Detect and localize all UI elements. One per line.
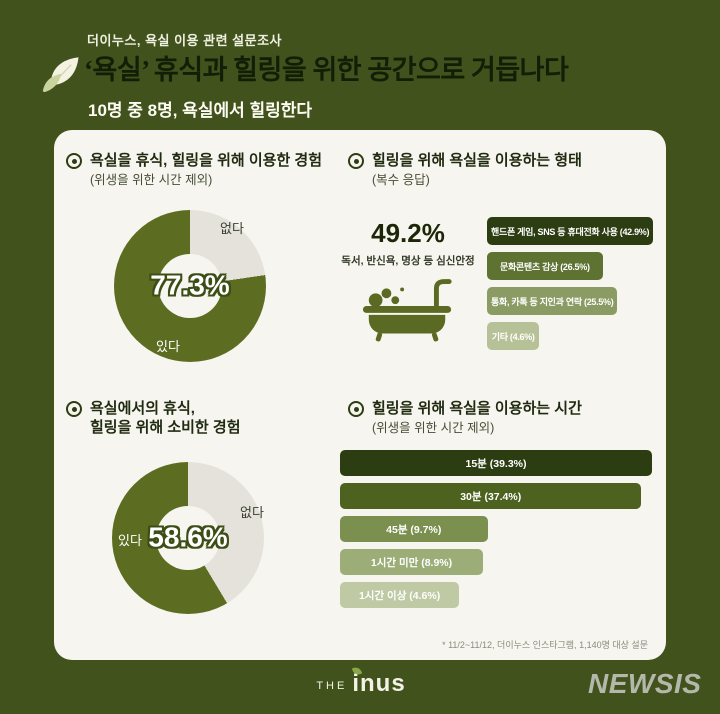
- donut-value: 77.3%: [150, 269, 230, 301]
- survey-footnote: * 11/2~11/12, 더이누스 인스타그램, 1,140명 대상 설문: [442, 640, 648, 650]
- bar: 15분 (39.3%): [340, 450, 652, 476]
- section-title: 힐링을 위해 욕실을 이용하는 시간: [372, 400, 582, 417]
- usage-time-bar-chart: 15분 (39.3%) 30분 (37.4%) 45분 (9.7%) 1시간 미만 (…: [340, 450, 652, 615]
- bar: 1시간 이상 (4.6%): [340, 582, 460, 608]
- newsis-logo: NEWSIS: [588, 668, 702, 699]
- leaves-icon: [42, 57, 79, 93]
- donut-label-yes: 있다: [118, 533, 142, 548]
- top-answer-label: 독서, 반신욕, 명상 등 심신안정: [341, 255, 475, 267]
- top-answer-value: 49.2%: [371, 218, 445, 248]
- section-title-line2: 힐링을 위해 소비한 경험: [90, 418, 241, 436]
- bathtub-icon: [362, 279, 452, 342]
- donut-label-no: 없다: [220, 221, 244, 236]
- bar: 통화, 카톡 등 지인과 연락 (25.5%): [487, 287, 618, 315]
- bar: 30분 (37.4%): [340, 483, 642, 509]
- section-subtitle: (복수 응답): [372, 172, 430, 187]
- top-answer-highlight: 49.2% 독서, 반신욕, 명상 등 심신안정: [328, 218, 488, 347]
- page-subtitle: 10명 중 8명, 욕실에서 힐링한다: [88, 101, 313, 120]
- section-subtitle: (위생을 위한 시간 제외): [90, 172, 213, 187]
- bar: 1시간 미만 (8.9%): [340, 549, 484, 575]
- bullet-icon: [66, 401, 82, 417]
- section-title-line1: 욕실에서의 휴식,: [90, 400, 195, 417]
- page-title: ‘욕실’ 휴식과 힐링을 위한 공간으로 거듭나다: [84, 55, 569, 85]
- bar: 문화콘텐츠 감상 (26.5%): [487, 252, 603, 280]
- donut-label-no: 없다: [240, 505, 264, 520]
- brand-name: inus: [352, 665, 405, 696]
- section-subtitle: (위생을 위한 시간 제외): [372, 420, 495, 435]
- bar: 45분 (9.7%): [340, 516, 488, 542]
- bullet-icon: [348, 153, 364, 169]
- section-usage-time-header: 힐링을 위해 욕실을 이용하는 시간 (위생을 위한 시간 제외): [348, 400, 582, 436]
- donut-value: 58.6%: [148, 521, 228, 553]
- bar: 기타 (4.6%): [487, 322, 540, 350]
- donut-label-yes: 있다: [156, 339, 180, 354]
- usage-type-bar-chart: 핸드폰 게임, SNS 등 휴대전화 사용 (42.9%) 문화콘텐츠 감상 (2…: [487, 217, 654, 357]
- brand-the: THE: [316, 680, 348, 692]
- section-spending-experience-header: 욕실에서의 휴식, 힐링을 위해 소비한 경험: [66, 400, 241, 438]
- bar: 핸드폰 게임, SNS 등 휴대전화 사용 (42.9%): [487, 217, 654, 245]
- theinus-logo: THE inus: [286, 665, 436, 696]
- section-usage-experience-header: 욕실을 휴식, 힐링을 위해 이용한 경험 (위생을 위한 시간 제외): [66, 152, 322, 188]
- donut-chart-usage-experience: 없다 있다 77.3%: [114, 210, 266, 362]
- donut-chart-spending-experience: 없다 있다 58.6%: [112, 462, 264, 614]
- section-usage-type-header: 힐링을 위해 욕실을 이용하는 형태 (복수 응답): [348, 152, 582, 188]
- bullet-icon: [66, 153, 82, 169]
- section-title: 힐링을 위해 욕실을 이용하는 형태: [372, 152, 582, 169]
- donut-hole: [158, 254, 222, 318]
- survey-kicker: 더이누스, 욕실 이용 관련 설문조사: [87, 33, 282, 48]
- bullet-icon: [348, 401, 364, 417]
- section-title: 욕실을 휴식, 힐링을 위해 이용한 경험: [90, 152, 323, 169]
- content-card: 욕실을 휴식, 힐링을 위해 이용한 경험 (위생을 위한 시간 제외) 없다 …: [54, 130, 666, 660]
- donut-hole: [156, 506, 220, 570]
